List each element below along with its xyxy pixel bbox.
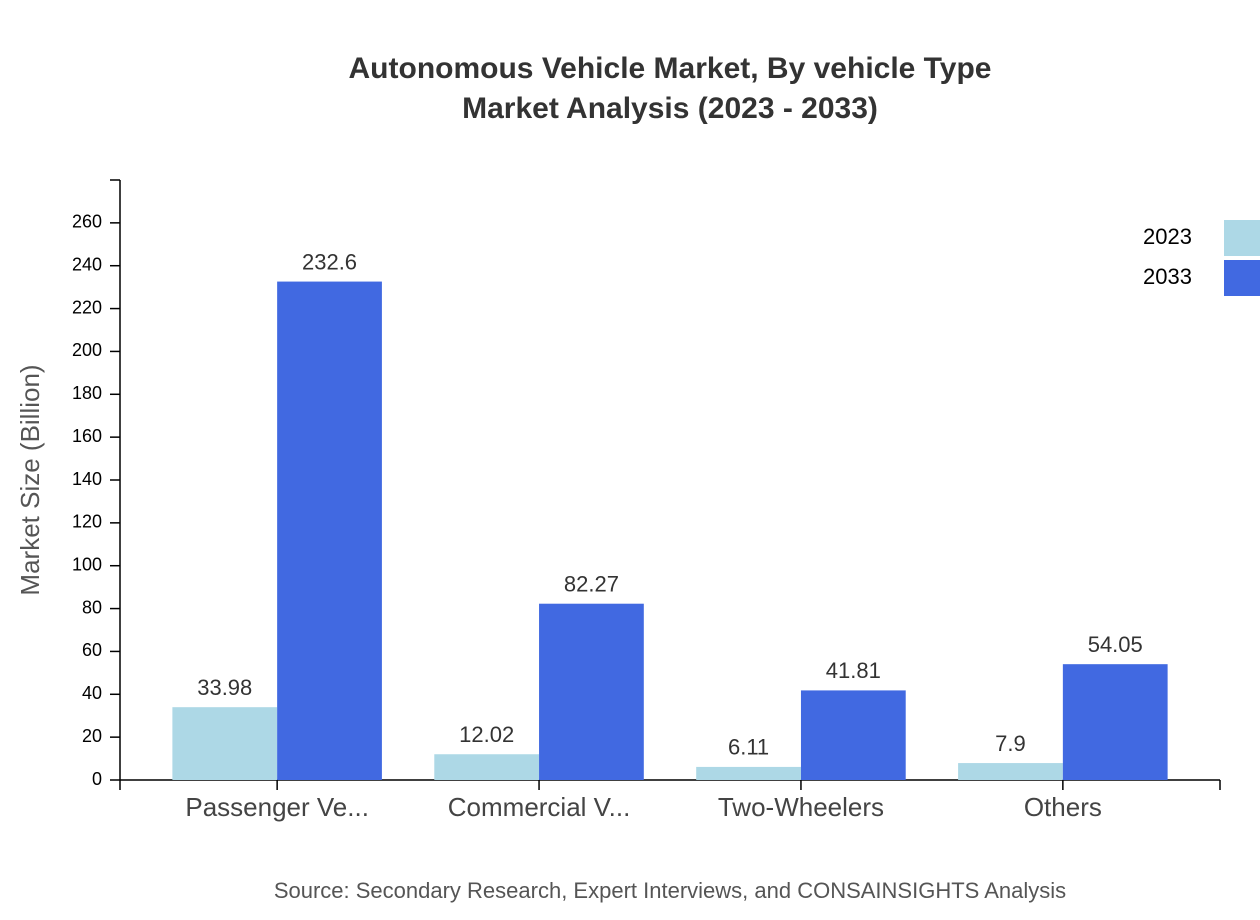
chart-title: Autonomous Vehicle Market, By vehicle Ty… [349,52,992,85]
legend-label: 2023 [1143,224,1192,249]
x-tick-label: Passenger Ve... [185,792,369,822]
bar [696,766,801,780]
chart-subtitle: Market Analysis (2023 - 2033) [462,92,878,125]
value-label: 232.6 [302,249,357,274]
x-tick-label: Commercial V... [448,792,631,822]
bar [434,754,540,780]
value-label: 12.02 [459,722,514,747]
y-tick-label: 260 [72,212,102,232]
y-tick-label: 220 [72,297,102,317]
value-label: 7.9 [995,731,1026,756]
y-tick-label: 120 [72,512,102,532]
legend-swatch [1224,260,1260,296]
y-tick-label: 40 [82,683,102,703]
y-axis-title: Market Size (Billion) [15,364,45,595]
value-label: 54.05 [1088,632,1143,657]
legend-label: 2033 [1143,264,1192,289]
y-tick-label: 240 [72,254,102,274]
source-note: Source: Secondary Research, Expert Inter… [274,878,1066,903]
bar [800,690,906,780]
y-tick-label: 200 [72,340,102,360]
y-tick-label: 60 [82,640,102,660]
y-tick-label: 140 [72,469,102,489]
y-tick-label: 180 [72,383,102,403]
bar [1062,664,1168,780]
y-tick-label: 80 [82,597,102,617]
y-tick-label: 100 [72,554,102,574]
y-tick-label: 20 [82,726,102,746]
value-label: 82.27 [564,572,619,597]
y-tick-label: 0 [92,769,102,789]
y-tick-label: 160 [72,426,102,446]
bar [958,763,1063,780]
bar [277,281,382,780]
x-tick-label: Two-Wheelers [718,792,884,822]
x-tick-label: Others [1024,792,1102,822]
value-label: 6.11 [728,735,769,760]
legend-swatch [1224,220,1260,256]
value-label: 33.98 [197,675,252,700]
bar [539,603,644,780]
bar [172,707,278,780]
value-label: 41.81 [826,658,881,683]
